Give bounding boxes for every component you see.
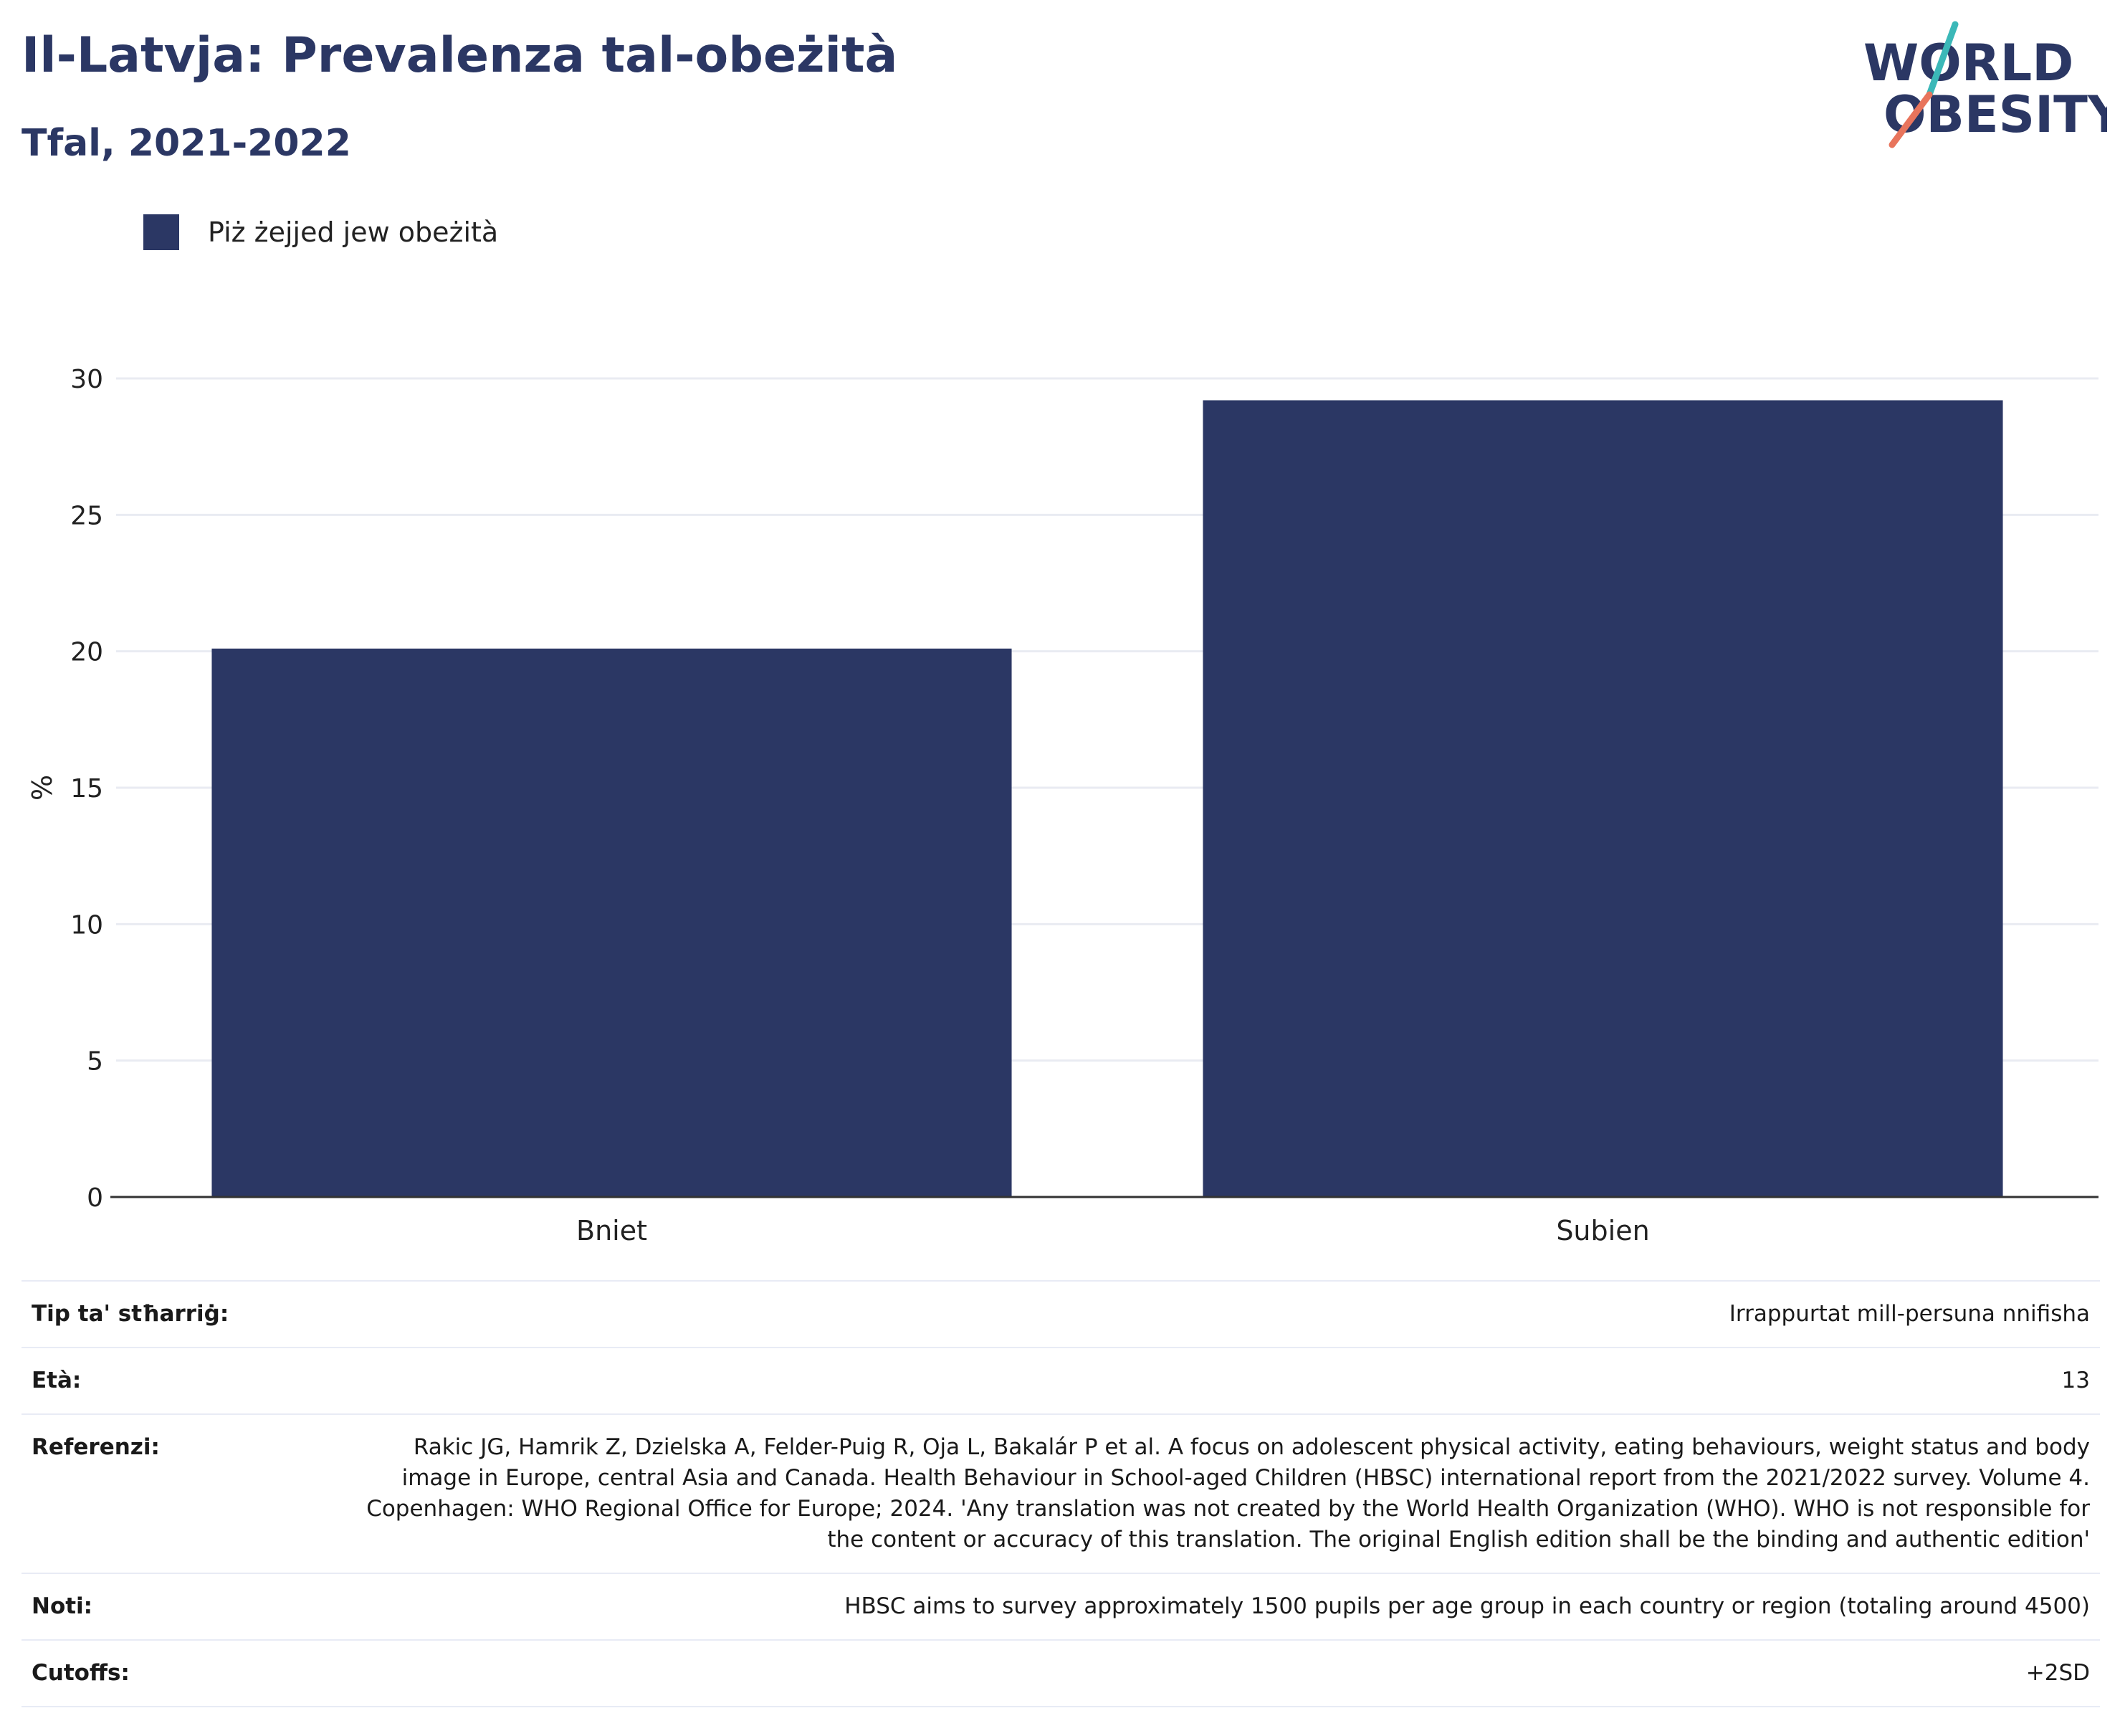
world-obesity-logo: WORLD OBESITY: [1863, 21, 2107, 148]
metadata-key: Referenzi:: [22, 1413, 343, 1573]
y-tick-label: 15: [70, 774, 103, 803]
logo-text-world: WORLD: [1863, 34, 2073, 92]
y-axis-label: %: [27, 775, 58, 801]
metadata-value: Irrappurtat mill-persuna nnifisha: [343, 1280, 2100, 1348]
y-tick-label: 10: [70, 910, 103, 940]
metadata-row: Referenzi: Rakic JG, Hamrik Z, Dzielska A…: [22, 1413, 2100, 1573]
bars: [211, 400, 2003, 1197]
metadata-row: Tip ta' stħarriġ: Irrappurtat mill-persun…: [22, 1280, 2100, 1348]
x-tick-label: Bniet: [576, 1215, 647, 1246]
metadata-value: HBSC aims to survey approximately 1500 p…: [343, 1573, 2100, 1640]
legend-swatch: [143, 214, 179, 250]
metadata-row: Cutoffs: +2SD: [22, 1639, 2100, 1707]
y-tick-label: 20: [70, 638, 103, 667]
x-tick-label: Subien: [1556, 1215, 1649, 1246]
logo-slash-teal: [1926, 21, 1959, 98]
y-tick-label: 0: [87, 1183, 103, 1213]
legend-label: Piż żejjed jew obeżità: [208, 216, 499, 248]
metadata-key: Cutoffs:: [22, 1639, 343, 1707]
y-tick-label: 25: [70, 501, 103, 530]
logo-slash-coral: [1889, 91, 1933, 148]
chart-subtitle: Tfal, 2021-2022: [22, 122, 351, 165]
y-tick-labels: 0 5 10 15 20 25 30: [70, 365, 103, 1213]
metadata-key: Età:: [22, 1347, 343, 1414]
metadata-value: +2SD: [343, 1639, 2100, 1707]
metadata-value: 13: [343, 1347, 2100, 1414]
metadata-row: Età: 13: [22, 1347, 2100, 1414]
y-tick-label: 30: [70, 365, 103, 394]
chart-legend: Piż żejjed jew obeżità: [143, 212, 498, 252]
metadata-value: Rakic JG, Hamrik Z, Dzielska A, Felder-P…: [343, 1413, 2100, 1573]
logo-text-obesity: OBESITY: [1883, 85, 2107, 144]
y-tick-label: 5: [87, 1047, 103, 1077]
bar-chart: 0 5 10 15 20 25 30 Bniet Subien %: [27, 365, 2098, 1246]
bar-subien: [1203, 400, 2003, 1197]
metadata-key: Tip ta' stħarriġ:: [22, 1280, 343, 1348]
x-tick-labels: Bniet Subien: [576, 1215, 1650, 1246]
metadata-table: Tip ta' stħarriġ: Irrappurtat mill-persun…: [22, 1280, 2100, 1707]
metadata-row: Noti: HBSC aims to survey approximately 1…: [22, 1573, 2100, 1640]
metadata-key: Noti:: [22, 1573, 343, 1640]
chart-title: Il-Latvja: Prevalenza tal-obeżità: [22, 27, 898, 84]
bar-bniet: [211, 648, 1012, 1197]
